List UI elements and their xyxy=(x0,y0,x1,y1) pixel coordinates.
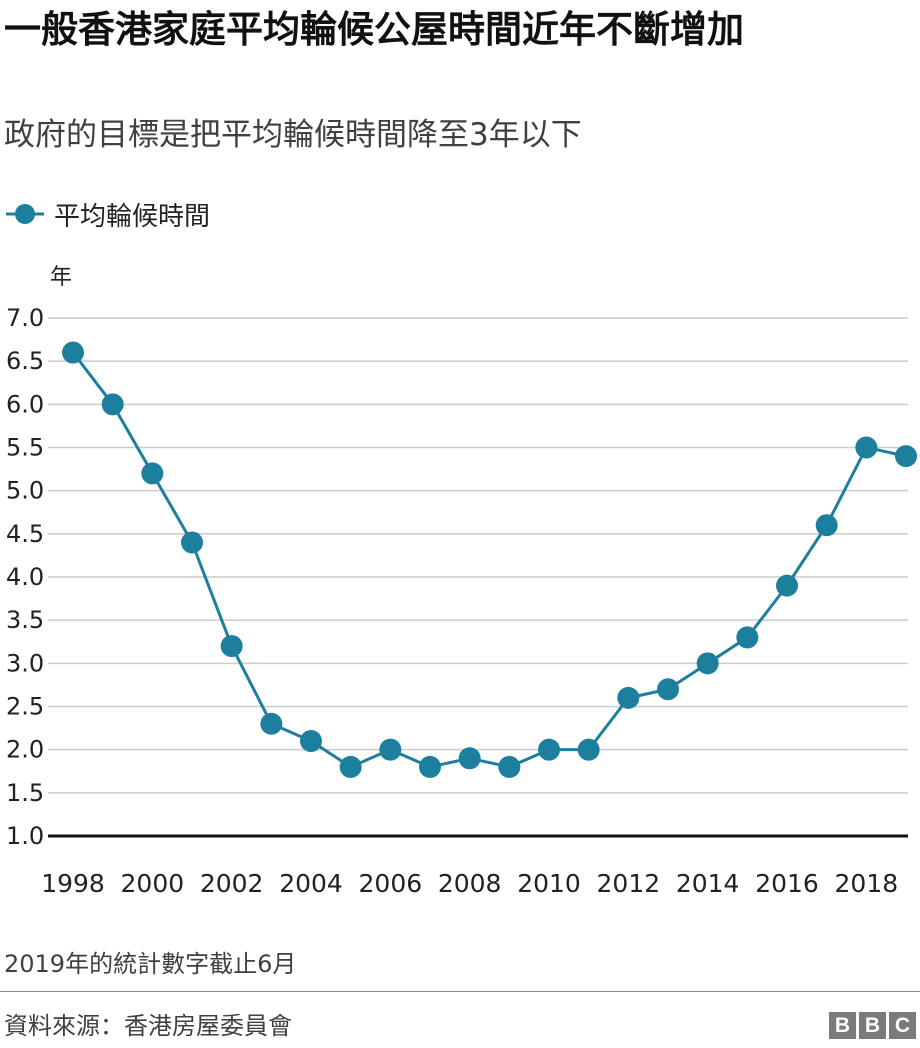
data-point xyxy=(419,755,441,778)
data-point xyxy=(538,738,560,761)
y-tick-label: 5.0 xyxy=(6,477,44,505)
y-tick-label: 1.5 xyxy=(6,779,44,807)
data-point xyxy=(855,436,878,459)
x-tick-label: 2008 xyxy=(438,869,502,898)
y-tick-label: 5.5 xyxy=(6,434,44,462)
y-tick-label: 1.0 xyxy=(6,822,44,850)
data-point xyxy=(498,755,521,778)
data-point xyxy=(696,652,719,675)
data-point xyxy=(220,635,243,658)
data-point xyxy=(260,712,283,735)
x-tick-label: 2002 xyxy=(200,869,264,898)
chart-subtitle: 政府的目標是把平均輪候時間降至3年以下 xyxy=(4,117,582,153)
data-point xyxy=(300,730,322,753)
x-tick-label: 2004 xyxy=(279,869,343,898)
legend: 平均輪候時間 xyxy=(6,192,210,236)
bbc-logo: B B C xyxy=(829,1012,916,1039)
data-point xyxy=(617,686,640,709)
data-point xyxy=(339,755,362,778)
data-point xyxy=(577,738,600,761)
y-tick-label: 4.0 xyxy=(6,563,44,591)
x-tick-label: 2018 xyxy=(835,869,899,898)
line-chart: 1.0 1.5 2.0 2.5 3.0 3.5 4.0 4.5 5.0 5.5 6.0 6.5 7.0年… xyxy=(6,265,917,898)
x-tick-label: 2000 xyxy=(121,869,185,898)
y-tick-label: 6.5 xyxy=(6,347,44,375)
chart-footnote: 2019年的統計數字截止6月 xyxy=(4,950,297,978)
bbc-logo-letter: B xyxy=(859,1012,886,1039)
data-source: 資料來源：香港房屋委員會 xyxy=(4,1012,292,1040)
data-point xyxy=(895,445,917,468)
y-tick-label: 6.0 xyxy=(6,390,44,418)
y-tick-label: 3.0 xyxy=(6,649,44,677)
chart-title: 一般香港家庭平均輪候公屋時間近年不斷增加 xyxy=(4,8,744,51)
y-tick-label: 3.5 xyxy=(6,606,44,634)
data-point xyxy=(736,626,759,649)
x-tick-label: 2016 xyxy=(755,869,819,898)
data-point xyxy=(62,341,84,364)
x-tick-label: 2006 xyxy=(359,869,423,898)
data-point xyxy=(181,531,203,554)
x-tick-label: 2012 xyxy=(597,869,661,898)
data-point xyxy=(657,678,679,701)
footer-divider xyxy=(0,991,920,992)
data-point xyxy=(141,462,164,485)
legend-label: 平均輪候時間 xyxy=(54,201,211,232)
legend-line-marker-icon xyxy=(6,204,44,224)
y-tick-label: 2.5 xyxy=(6,693,44,721)
x-tick-label: 1998 xyxy=(41,869,105,898)
y-tick-label: 7.0 xyxy=(6,304,44,332)
y-tick-label: 4.5 xyxy=(6,520,44,548)
data-point xyxy=(379,738,402,761)
data-point xyxy=(101,393,124,416)
bbc-logo-letter: C xyxy=(889,1012,916,1039)
y-axis-label: 年 xyxy=(50,265,72,290)
bbc-logo-letter: B xyxy=(829,1012,856,1039)
data-point xyxy=(776,574,798,597)
x-tick-label: 2014 xyxy=(676,869,740,898)
x-tick-label: 2010 xyxy=(517,869,581,898)
series-line xyxy=(71,351,907,769)
data-point xyxy=(458,747,481,770)
y-tick-label: 2.0 xyxy=(6,736,44,764)
data-point xyxy=(815,514,838,537)
